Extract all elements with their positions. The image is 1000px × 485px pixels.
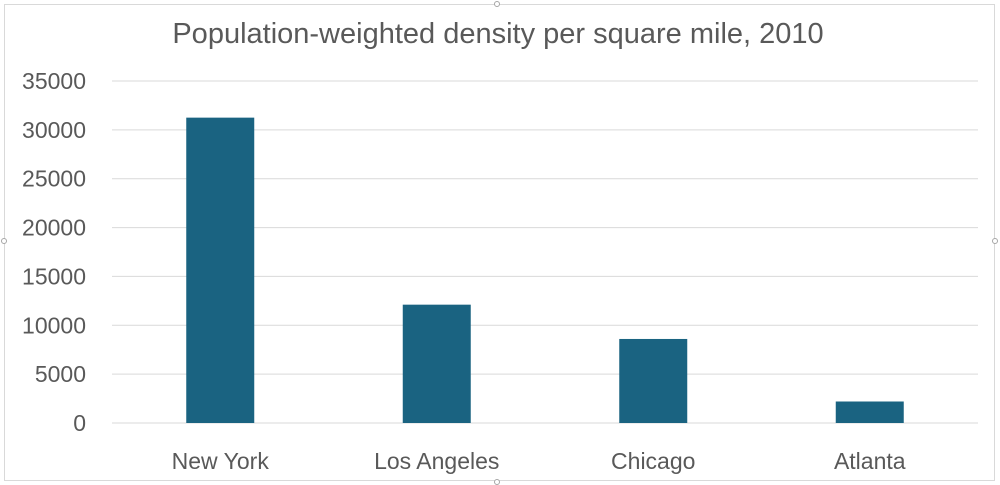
y-tick-label: 5000 bbox=[35, 361, 86, 387]
x-tick-label: Chicago bbox=[611, 448, 695, 474]
resize-handle-right[interactable] bbox=[992, 238, 998, 244]
y-tick-label: 30000 bbox=[22, 117, 86, 143]
x-tick-label: Los Angeles bbox=[374, 448, 499, 474]
y-tick-label: 0 bbox=[73, 410, 86, 436]
x-tick-label: New York bbox=[172, 448, 270, 474]
y-tick-label: 35000 bbox=[22, 68, 86, 94]
resize-handle-left[interactable] bbox=[1, 238, 7, 244]
y-tick-label: 10000 bbox=[22, 312, 86, 338]
bar-chicago[interactable] bbox=[619, 338, 688, 423]
y-tick-label: 15000 bbox=[22, 263, 86, 289]
chart-title: Population-weighted density per square m… bbox=[172, 18, 823, 50]
y-tick-label: 20000 bbox=[22, 215, 86, 241]
y-tick-label: 25000 bbox=[22, 166, 86, 192]
resize-handle-top[interactable] bbox=[494, 1, 500, 7]
bar-los-angeles[interactable] bbox=[402, 304, 471, 423]
x-tick-label: Atlanta bbox=[834, 448, 906, 474]
bar-atlanta[interactable] bbox=[835, 401, 904, 423]
bar-new-york[interactable] bbox=[186, 117, 255, 424]
